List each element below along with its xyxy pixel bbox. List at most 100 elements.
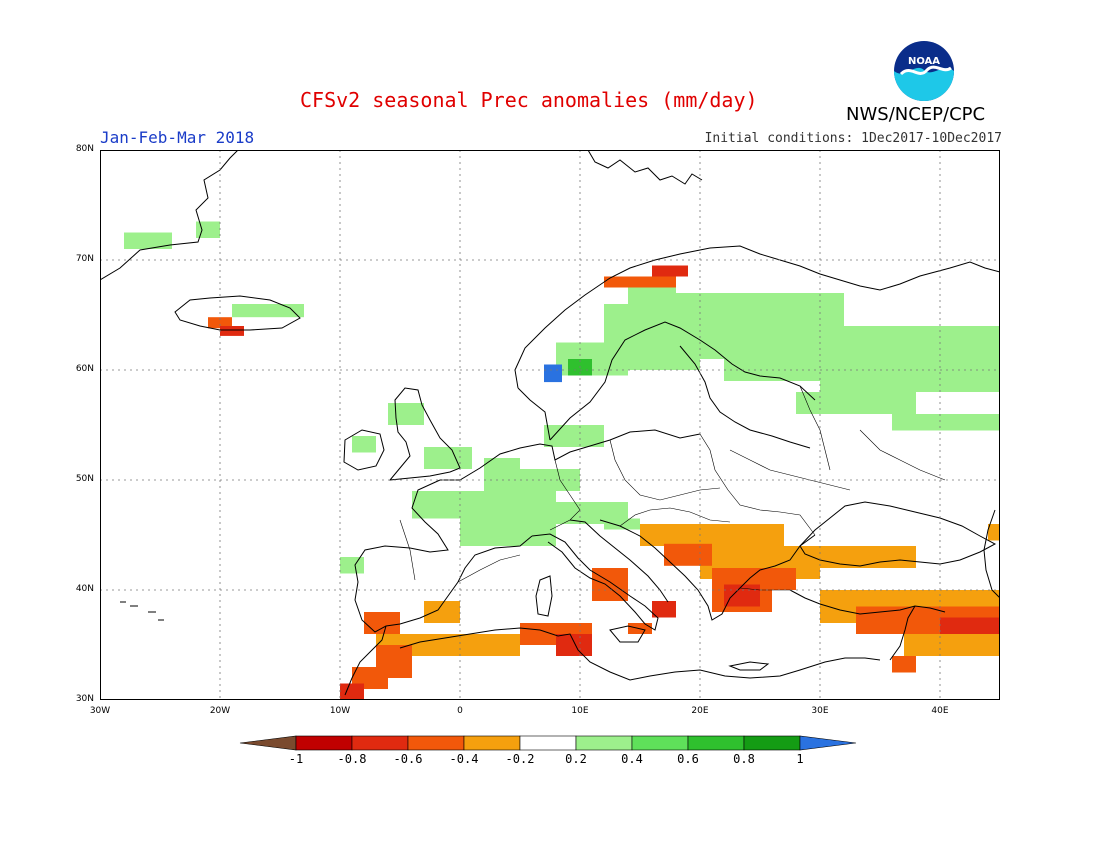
anomaly-cell [892, 656, 916, 673]
coast-ireland [343, 429, 385, 471]
colorbar-box [407, 735, 465, 751]
anomaly-cell [640, 524, 784, 546]
lon-tick-label: 10W [329, 706, 351, 716]
coast-turkey [789, 589, 946, 615]
anomaly-cell [196, 221, 220, 238]
country-borders [399, 385, 946, 591]
colorbar-box [687, 735, 745, 751]
anomaly-cell [760, 568, 796, 590]
lon-tick-label: 20W [209, 706, 231, 716]
colorbar-tick-label: -0.8 [337, 752, 367, 766]
lat-tick-label: 40N [75, 584, 94, 594]
lat-lon-grid [100, 150, 1000, 700]
anomaly-cell [988, 524, 1000, 541]
colorbar-tick-label: 1 [796, 752, 804, 766]
anomaly-cell [604, 276, 676, 288]
anomaly-cell [424, 447, 472, 469]
colorbar-box [631, 735, 689, 751]
lat-tick-label: 70N [75, 254, 94, 264]
agency-label: NWS/NCEP/CPC [846, 104, 986, 125]
anomaly-cell [352, 436, 376, 453]
lat-tick-label: 80N [75, 144, 94, 154]
anomaly-cell [628, 287, 676, 304]
forecast-period: Jan-Feb-Mar 2018 [100, 128, 255, 147]
lon-tick-label: 30E [811, 706, 829, 716]
anomaly-cell [124, 232, 172, 249]
coast-greenland [100, 150, 239, 281]
anomaly-cell [796, 546, 916, 568]
colorbar-box [575, 735, 633, 751]
colorbar-tick-label: 0.8 [733, 752, 755, 766]
anomaly-cell [520, 447, 580, 469]
colorbar-box [463, 735, 521, 751]
coast-gibraltar-morocco [344, 625, 387, 696]
coastlines [100, 150, 1000, 696]
coast-north-africa [399, 627, 881, 681]
colorbar-box [519, 735, 577, 751]
anomaly-cell [724, 584, 760, 607]
coast-black-sea [799, 501, 997, 567]
anomaly-cell [388, 403, 424, 425]
anomaly-cell [364, 612, 400, 634]
anomaly-cell [592, 568, 628, 601]
anomaly-cell [220, 326, 244, 336]
anomaly-cell [556, 634, 592, 656]
coast-iceland [174, 295, 301, 331]
coast-italy [531, 533, 659, 631]
anomaly-cell [604, 518, 640, 530]
colorbar-arrow-high [799, 735, 857, 751]
colorbar-tick-label: 0.4 [621, 752, 643, 766]
colorbar-tick-label: -1 [288, 752, 304, 766]
colorbar-tick-label: 0.2 [565, 752, 587, 766]
anomaly-cell [796, 392, 916, 414]
colorbar [239, 735, 857, 751]
coast-svalbard [587, 150, 703, 185]
colorbar-box [295, 735, 353, 751]
noaa-logo: NOAA [894, 41, 954, 101]
coast-azores [120, 601, 164, 621]
anomaly-cell [820, 326, 1000, 392]
coast-caspian [983, 509, 1000, 599]
anomaly-cell [340, 683, 364, 700]
anomaly-cell [544, 364, 562, 383]
coast-italy-adriatic [569, 519, 669, 603]
coast-norway-south [517, 387, 551, 441]
lon-tick-label: 40E [931, 706, 949, 716]
lat-tick-label: 60N [75, 364, 94, 374]
lat-tick-label: 50N [75, 474, 94, 484]
anomaly-cell [208, 317, 232, 329]
colorbar-tick-label: -0.6 [393, 752, 423, 766]
coast-great-britain [388, 387, 461, 481]
plot-title: CFSv2 seasonal Prec anomalies (mm/day) [300, 88, 758, 112]
anomaly-cell [904, 634, 1000, 656]
anomaly-cell [424, 601, 460, 623]
colorbar-box [743, 735, 801, 751]
coast-levant [889, 605, 916, 661]
anomaly-cell [892, 414, 1000, 431]
colorbar-tick-label: -0.2 [505, 752, 535, 766]
coast-sardinia [535, 575, 553, 617]
anomaly-cell [652, 601, 676, 618]
anomaly-cell [340, 557, 364, 574]
anomaly-cell [232, 304, 304, 318]
coast-france-spain [354, 479, 533, 633]
colorbar-box [351, 735, 409, 751]
lon-tick-label: 10E [571, 706, 589, 716]
colorbar-arrow-low [239, 735, 297, 751]
anomaly-cell [460, 513, 556, 546]
logo-text: NOAA [908, 56, 940, 67]
colorbar-tick-label: -0.4 [449, 752, 479, 766]
coast-sicily [609, 625, 646, 643]
anomaly-cells [124, 221, 1000, 700]
colorbar-tick-label: 0.6 [677, 752, 699, 766]
lon-tick-label: 0 [457, 706, 463, 716]
coast-scandinavia [514, 245, 1000, 389]
anomaly-map [100, 150, 1000, 700]
lon-tick-label: 30W [89, 706, 111, 716]
coast-sweden-baltic [549, 321, 816, 441]
anomaly-cell [652, 265, 688, 277]
initial-conditions: Initial conditions: 1Dec2017-10Dec2017 [704, 131, 1002, 146]
coast-crete [728, 661, 770, 671]
lon-tick-label: 20E [691, 706, 709, 716]
lat-tick-label: 30N [75, 694, 94, 704]
